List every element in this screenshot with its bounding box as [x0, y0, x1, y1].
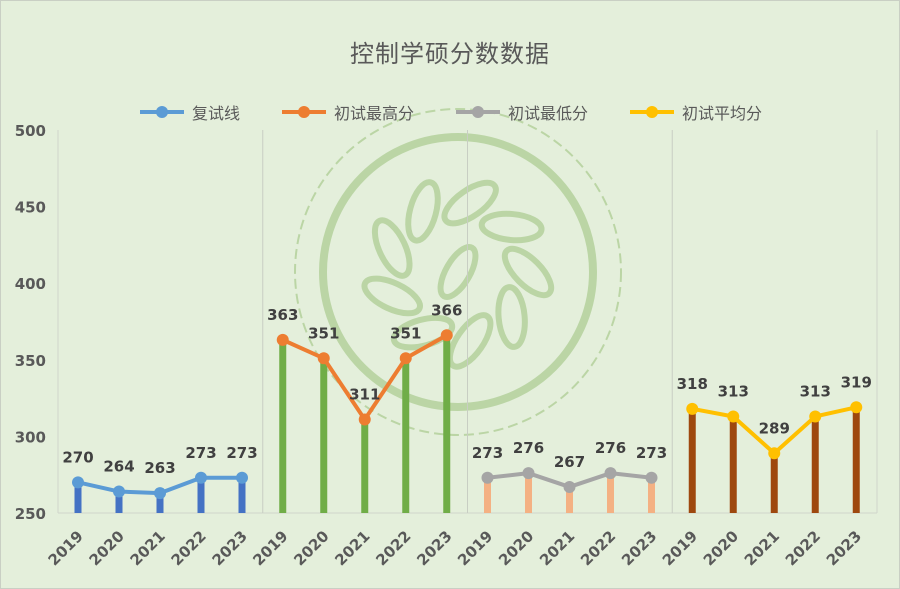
legend-marker-icon — [456, 106, 501, 118]
data-label: 351 — [390, 324, 421, 342]
legend-marker-icon — [140, 106, 184, 118]
x-tick-label: 2020 — [86, 527, 128, 569]
x-tick-label: 2021 — [331, 527, 373, 569]
data-label: 318 — [677, 375, 708, 393]
legend-item: 复试线 — [138, 100, 240, 124]
x-tick-label: 2019 — [249, 527, 291, 569]
y-tick-label: 350 — [15, 352, 46, 370]
data-point — [481, 471, 494, 484]
legend-marker-icon — [630, 106, 675, 118]
legend-item: 初试平均分 — [628, 100, 762, 124]
x-tick-label: 2021 — [741, 527, 783, 569]
x-tick-label: 2022 — [372, 527, 414, 569]
data-label: 264 — [103, 458, 134, 476]
x-tick-label: 2022 — [782, 527, 824, 569]
legend-item: 初试最低分 — [454, 100, 588, 124]
x-tick-label: 2019 — [454, 527, 496, 569]
x-tick-label: 2021 — [127, 527, 169, 569]
y-tick-label: 400 — [15, 275, 46, 293]
data-label: 313 — [718, 382, 749, 400]
y-tick-label: 250 — [15, 505, 46, 523]
x-tick-label: 2022 — [168, 527, 210, 569]
watermark-leaf — [437, 244, 479, 300]
watermark-leaf — [371, 217, 413, 279]
watermark-leaf — [405, 179, 441, 244]
data-point — [154, 487, 166, 500]
data-point — [236, 471, 248, 484]
y-tick-label: 300 — [15, 428, 46, 446]
legend-label: 初试平均分 — [682, 104, 763, 123]
data-label: 289 — [759, 419, 790, 437]
data-label: 273 — [185, 444, 216, 462]
data-point — [72, 476, 84, 489]
data-label: 276 — [595, 439, 626, 457]
x-tick-label: 2019 — [45, 527, 87, 569]
data-point — [317, 352, 330, 365]
x-tick-label: 2020 — [700, 527, 742, 569]
legend-label: 初试最高分 — [334, 104, 415, 123]
data-label: 366 — [431, 301, 462, 319]
data-point — [195, 471, 207, 484]
x-tick-label: 2023 — [823, 527, 865, 569]
y-tick-label: 450 — [15, 199, 46, 217]
data-point — [358, 413, 371, 426]
data-point — [563, 480, 576, 493]
x-tick-label: 2020 — [495, 527, 537, 569]
data-label: 276 — [513, 439, 544, 457]
watermark-logo — [294, 108, 622, 436]
data-point — [727, 410, 740, 423]
data-label: 270 — [62, 448, 93, 466]
data-point — [604, 467, 617, 480]
data-point — [850, 401, 863, 414]
watermark-leaf — [441, 179, 499, 227]
watermark-leaf — [446, 312, 494, 370]
x-tick-label: 2021 — [536, 527, 578, 569]
x-tick-label: 2019 — [659, 527, 701, 569]
data-label: 313 — [800, 382, 831, 400]
data-label: 363 — [267, 306, 298, 324]
watermark-leaf — [361, 275, 423, 317]
x-tick-label: 2023 — [618, 527, 660, 569]
legend-item: 初试最高分 — [280, 100, 414, 124]
data-point — [522, 467, 535, 480]
legend-label: 初试最低分 — [508, 104, 589, 123]
data-label: 273 — [472, 444, 503, 462]
legend-marker-icon — [282, 106, 327, 118]
legend: 复试线 初试最高分 初试最低分 初试平均分 — [138, 100, 802, 124]
y-tick-label: 500 — [15, 122, 46, 140]
watermark-leaf — [495, 284, 528, 350]
data-point — [645, 471, 658, 484]
data-point — [399, 352, 412, 365]
data-point — [113, 485, 125, 498]
data-point — [440, 329, 453, 342]
chart-title: 控制学硕分数数据 — [350, 40, 550, 68]
data-label: 319 — [841, 373, 872, 391]
legend-label: 复试线 — [192, 104, 241, 123]
x-tick-label: 2020 — [290, 527, 332, 569]
x-tick-label: 2023 — [413, 527, 455, 569]
data-point — [276, 333, 289, 346]
data-label: 273 — [636, 444, 667, 462]
watermark-leaf — [478, 210, 545, 244]
data-label: 267 — [554, 453, 585, 471]
data-point — [686, 402, 699, 415]
data-label: 273 — [226, 444, 257, 462]
x-tick-label: 2022 — [577, 527, 619, 569]
data-label: 311 — [349, 386, 380, 404]
watermark-ring — [319, 133, 597, 411]
data-point — [768, 447, 781, 460]
watermark-leaf — [501, 245, 555, 299]
data-label: 263 — [144, 459, 175, 477]
data-point — [809, 410, 822, 423]
watermark-outer-ring — [294, 108, 622, 436]
x-tick-label: 2023 — [209, 527, 251, 569]
data-label: 351 — [308, 324, 339, 342]
